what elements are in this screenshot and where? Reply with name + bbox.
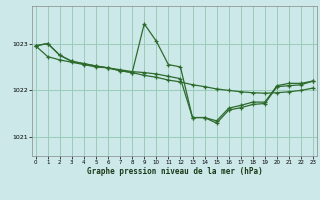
X-axis label: Graphe pression niveau de la mer (hPa): Graphe pression niveau de la mer (hPa)	[86, 167, 262, 176]
